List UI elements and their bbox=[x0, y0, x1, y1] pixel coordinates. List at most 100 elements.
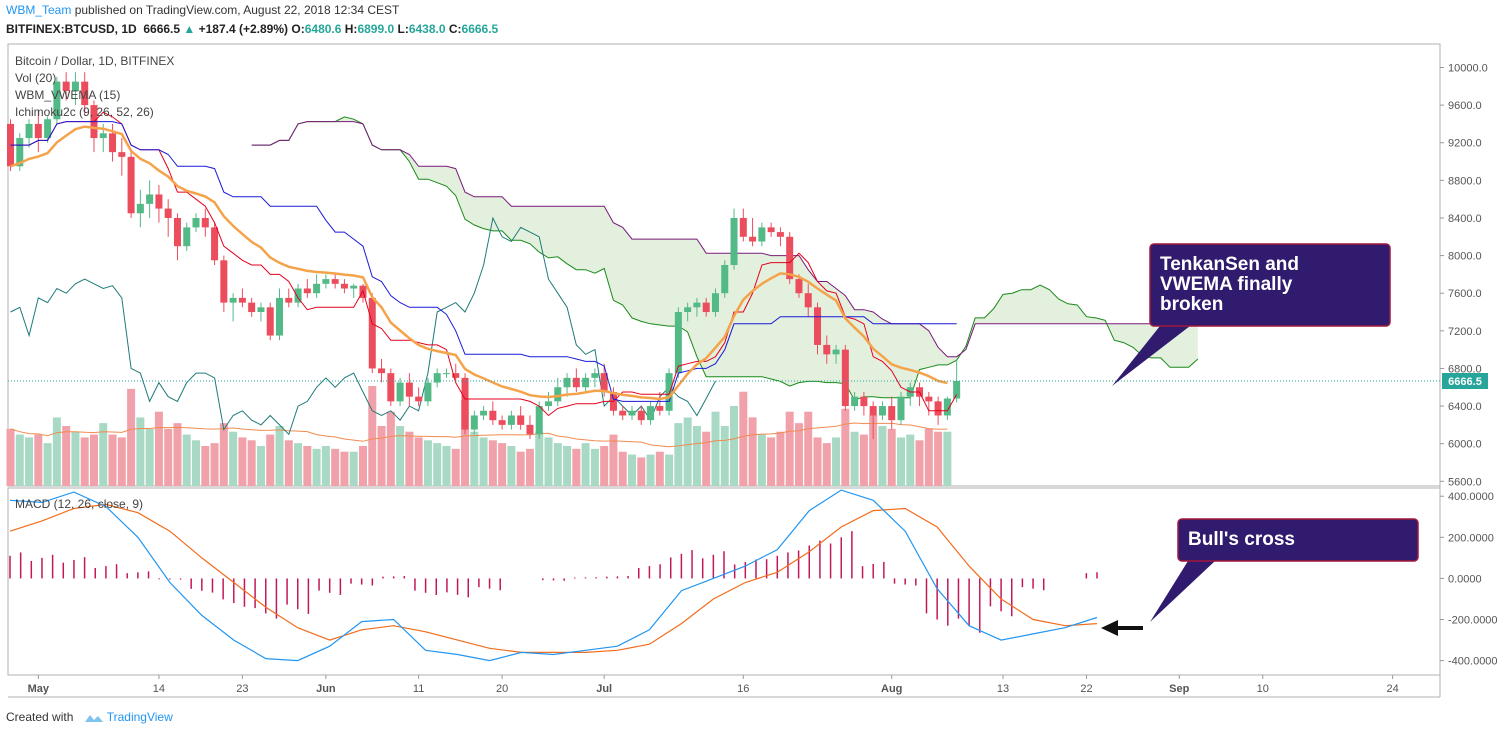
volume-bar bbox=[479, 437, 488, 486]
candle-body bbox=[109, 133, 117, 153]
volume-bar bbox=[618, 451, 627, 486]
candle-body bbox=[545, 401, 553, 407]
volume-bar bbox=[637, 457, 646, 486]
candle-body bbox=[943, 398, 951, 416]
candle-body bbox=[563, 377, 571, 388]
volume-bar bbox=[331, 448, 340, 486]
volume-bar bbox=[405, 431, 414, 486]
candle-body bbox=[888, 406, 896, 421]
candle-body bbox=[665, 373, 673, 411]
volume-bar bbox=[832, 437, 841, 486]
close-label: C: bbox=[448, 22, 462, 36]
volume-bar bbox=[822, 443, 831, 486]
candle-body bbox=[795, 279, 803, 294]
candle-body bbox=[934, 401, 942, 416]
last-price-label: 6666.5 bbox=[1448, 376, 1482, 388]
candle-body bbox=[164, 208, 172, 218]
volume-bar bbox=[692, 426, 701, 486]
callout-text: VWEMA finally bbox=[1160, 274, 1293, 295]
volume-bar bbox=[43, 443, 52, 486]
candle-body bbox=[378, 368, 386, 374]
volume-bar bbox=[349, 451, 358, 486]
volume-bar bbox=[303, 446, 312, 486]
candle-body bbox=[211, 227, 219, 261]
volume-bar bbox=[739, 391, 748, 486]
volume-bar bbox=[136, 417, 145, 486]
macd-line bbox=[9, 489, 1098, 662]
volume-bar bbox=[377, 426, 386, 486]
candle-body bbox=[16, 138, 24, 167]
price-tick-label: 6400.0 bbox=[1448, 401, 1482, 413]
candle-body bbox=[841, 349, 849, 407]
tenkan-sen-line bbox=[10, 111, 958, 417]
time-tick-label: 22 bbox=[1080, 683, 1092, 695]
price-tick-label: 7200.0 bbox=[1448, 326, 1482, 338]
candle-body bbox=[480, 410, 488, 416]
time-tick-label: 23 bbox=[236, 683, 248, 695]
volume-bar bbox=[553, 443, 562, 486]
candle-body bbox=[257, 307, 265, 313]
volume-bar bbox=[627, 454, 636, 486]
candle-body bbox=[350, 285, 358, 289]
candle-body bbox=[878, 406, 886, 416]
candle-body bbox=[535, 406, 543, 435]
legend-macd: MACD (12, 26, close, 9) bbox=[15, 497, 143, 511]
volume-bar bbox=[507, 446, 516, 486]
candle-body bbox=[647, 406, 655, 421]
volume-bar bbox=[173, 423, 182, 486]
volume-bar bbox=[182, 434, 191, 486]
volume-bar bbox=[256, 446, 265, 486]
last-price-badge bbox=[1442, 373, 1488, 390]
candle-body bbox=[619, 410, 627, 416]
volume-bar bbox=[340, 451, 349, 486]
candle-body bbox=[925, 396, 933, 402]
volume-bar bbox=[451, 448, 460, 486]
volume-bar bbox=[813, 437, 822, 486]
candle-body bbox=[739, 217, 747, 237]
tradingview-link[interactable]: TradingView bbox=[106, 710, 173, 724]
macd-tick-label: 0.0000 bbox=[1448, 573, 1482, 585]
candle-body bbox=[62, 81, 70, 92]
volume-bar bbox=[15, 434, 24, 486]
volume-bar bbox=[590, 448, 599, 486]
candle-body bbox=[814, 307, 822, 345]
candle-body bbox=[173, 217, 181, 247]
callout-text: broken bbox=[1160, 294, 1223, 315]
volume-bar bbox=[127, 388, 136, 486]
candle-body bbox=[424, 382, 432, 402]
candle-body bbox=[721, 265, 729, 294]
time-tick-label: 11 bbox=[413, 683, 424, 695]
volume-bar bbox=[525, 448, 534, 486]
volume-bar bbox=[442, 446, 451, 486]
candle-body bbox=[767, 227, 775, 233]
candles bbox=[7, 72, 961, 439]
volume-bar bbox=[915, 440, 924, 486]
volume-bar bbox=[924, 428, 933, 486]
volume-bar bbox=[674, 423, 683, 486]
candle-body bbox=[71, 81, 79, 92]
candle-body bbox=[600, 373, 608, 392]
volume-bar bbox=[229, 431, 238, 486]
volume-bar bbox=[896, 437, 905, 486]
price-tick-label: 8400.0 bbox=[1448, 213, 1482, 225]
candle-body bbox=[99, 133, 107, 139]
candle-body bbox=[294, 288, 302, 303]
volume-bar bbox=[275, 426, 284, 486]
macd-tick-label: -400.0000 bbox=[1448, 656, 1498, 668]
volume-bar bbox=[396, 426, 405, 486]
senkou-span-a-line bbox=[251, 116, 1199, 401]
candle-body bbox=[470, 415, 478, 430]
candle-body bbox=[192, 217, 200, 228]
volume-bar bbox=[145, 428, 154, 486]
macd-histogram bbox=[9, 531, 1098, 633]
candle-body bbox=[860, 396, 868, 407]
volume-bar bbox=[312, 448, 321, 486]
candle-body bbox=[229, 297, 237, 303]
volume-bar bbox=[794, 423, 803, 486]
author-link[interactable]: WBM_Team bbox=[6, 3, 72, 17]
candle-body bbox=[44, 119, 52, 139]
candle-body bbox=[118, 152, 126, 157]
candle-body bbox=[637, 410, 645, 421]
volume-bar bbox=[730, 406, 739, 486]
